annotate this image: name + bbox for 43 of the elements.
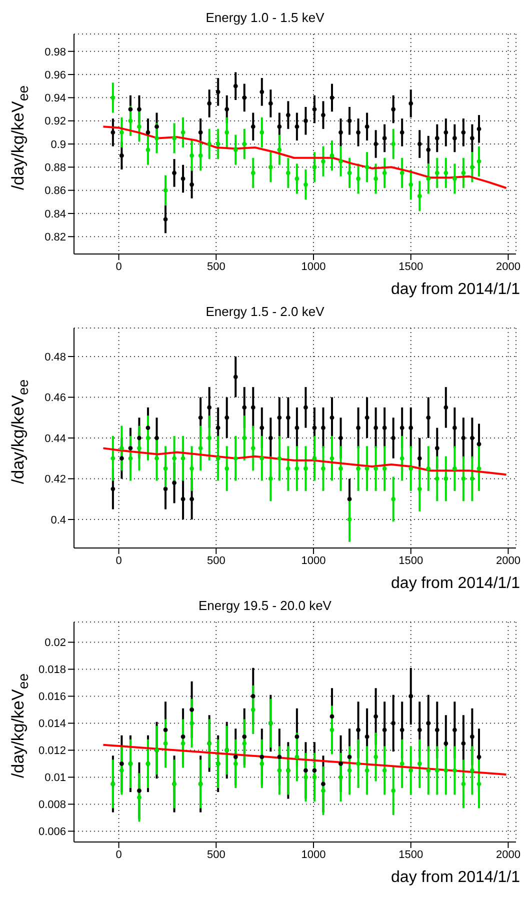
y-tick-label: 0.84	[44, 208, 66, 220]
chart-title: Energy 19.5 - 20.0 keV	[198, 597, 332, 615]
x-tick-label: 1000	[301, 260, 326, 273]
y-tick-label: 0.88	[44, 162, 66, 174]
x-tick-label: 0	[116, 554, 122, 567]
x-axis-title: day from 2014/1/1	[390, 280, 521, 300]
y-tick-label: 0.016	[38, 691, 66, 704]
x-axis-title: day from 2014/1/1	[390, 574, 521, 594]
y-tick-label: 0.96	[44, 69, 66, 82]
chart-title: Energy 1.5 - 2.0 keV	[204, 303, 326, 321]
y-tick-label: 0.92	[44, 116, 66, 128]
x-tick-label: 500	[206, 260, 226, 273]
x-tick-label: 1500	[398, 260, 424, 273]
y-tick-label: 0.008	[38, 799, 66, 812]
y-tick-label: 0.006	[38, 826, 66, 838]
x-tick-label: 500	[206, 848, 226, 861]
y-tick-label: 0.86	[44, 185, 66, 198]
y-tick-label: 0.014	[38, 718, 66, 730]
y-tick-label: 0.42	[44, 474, 66, 486]
chart-title: Energy 1.0 - 1.5 keV	[204, 9, 326, 27]
x-tick-label: 1500	[398, 848, 424, 861]
x-tick-label: 0	[116, 848, 122, 861]
y-tick-label: 0.018	[38, 664, 66, 676]
y-tick-label: 0.46	[44, 392, 66, 404]
y-tick-label: 0.01	[44, 772, 66, 784]
x-tick-label: 2000	[496, 260, 520, 273]
y-tick-label: 0.82	[44, 232, 66, 244]
y-tick-label: 0.98	[44, 46, 66, 58]
x-tick-label: 1000	[301, 554, 326, 567]
y-tick-label: 0.44	[44, 432, 66, 445]
y-tick-label: 0.48	[44, 351, 66, 364]
y-tick-label: 0.94	[44, 92, 66, 105]
y-tick-label: 0.012	[38, 745, 66, 758]
x-axis-title: day from 2014/1/1	[390, 868, 521, 888]
x-tick-label: 500	[206, 554, 226, 567]
x-tick-label: 1500	[398, 554, 424, 567]
x-tick-label: 0	[116, 260, 122, 273]
x-tick-label: 2000	[496, 848, 520, 861]
x-tick-label: 1000	[301, 848, 326, 861]
x-tick-label: 2000	[496, 554, 520, 567]
y-tick-label: 0.9	[50, 138, 66, 151]
y-tick-label: 0.4	[50, 514, 66, 526]
y-tick-label: 0.02	[44, 637, 66, 650]
